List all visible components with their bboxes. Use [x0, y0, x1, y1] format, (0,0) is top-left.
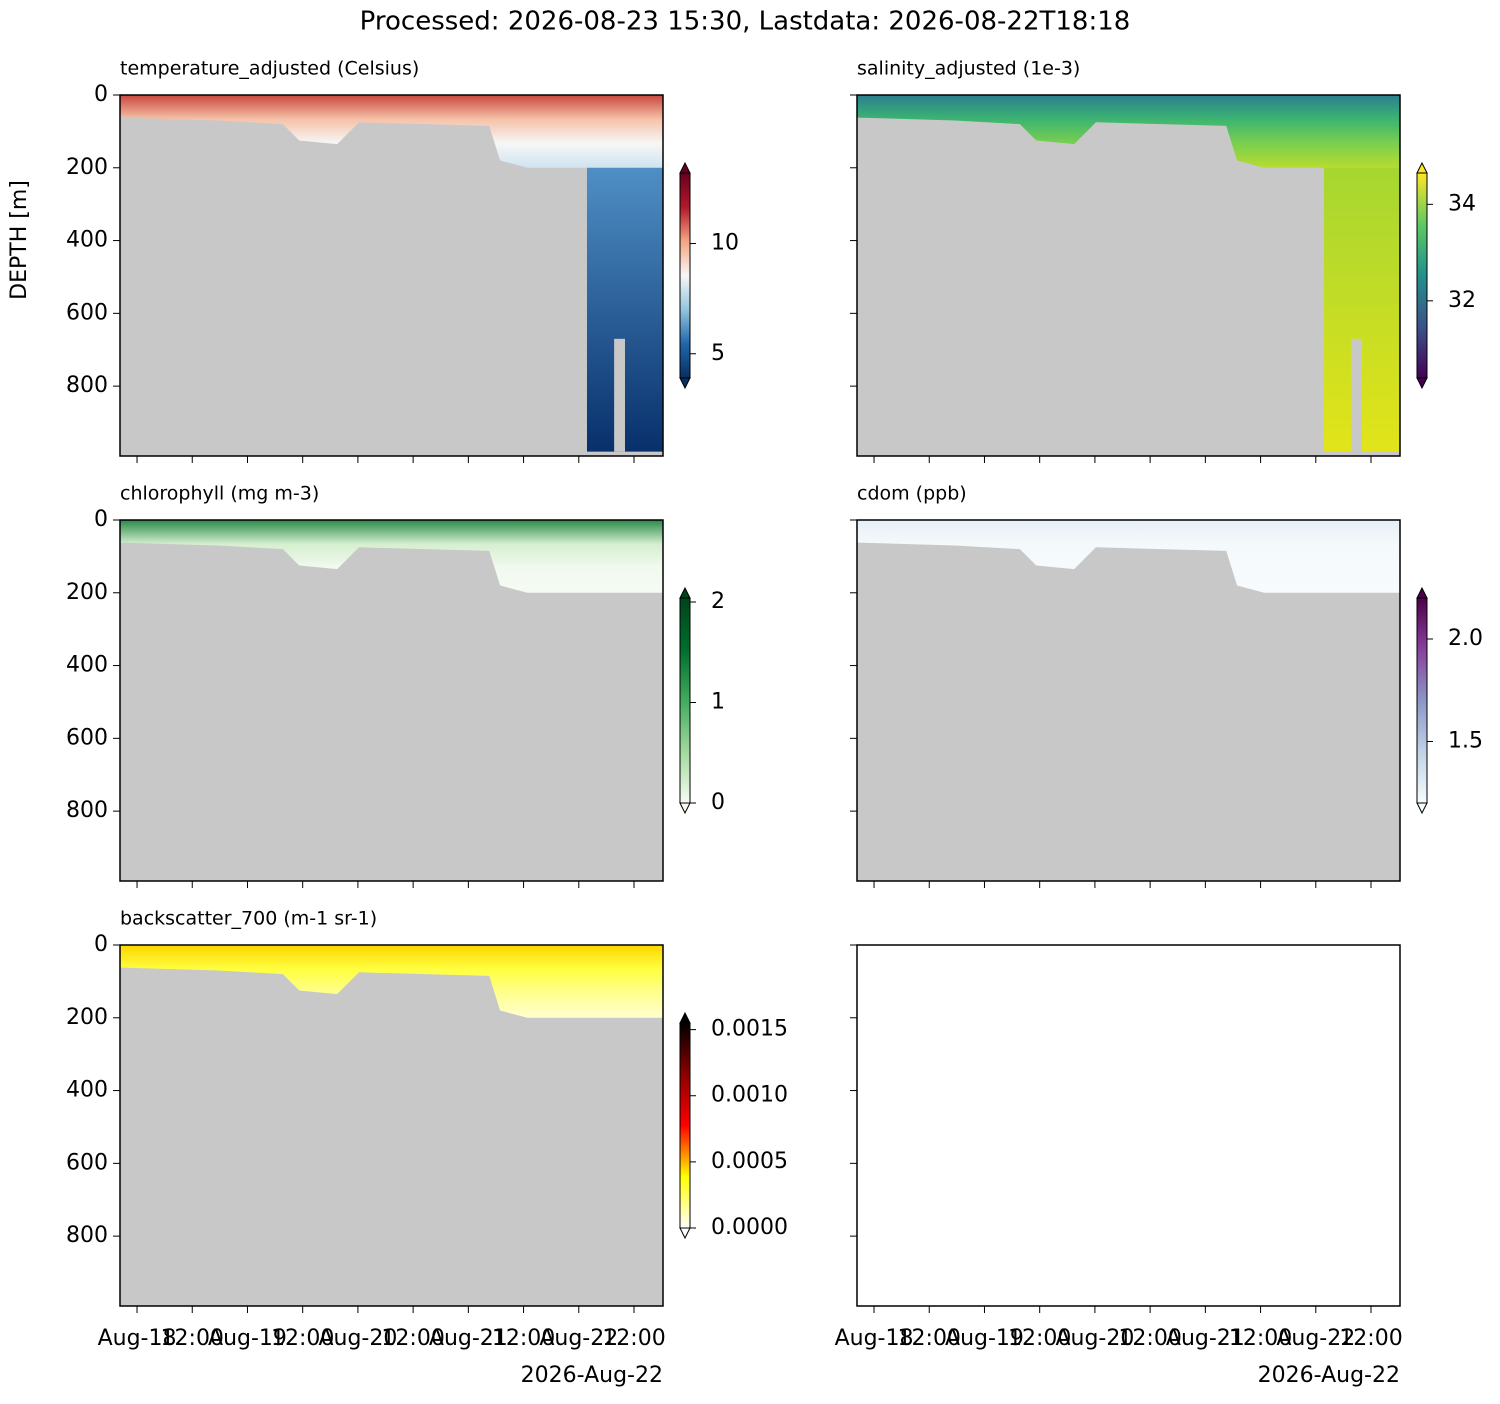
y-tick-label: 200 [66, 155, 108, 180]
x-tick-label: Aug-18 [98, 1326, 177, 1351]
y-tick-label: 200 [66, 1005, 108, 1030]
x-offset-label: 2026-Aug-22 [1258, 1363, 1400, 1388]
colorbar-frame [1416, 172, 1428, 379]
colorbar-frame [679, 172, 691, 379]
x-tick-label: Aug-19 [945, 1326, 1024, 1351]
colorbar-tick-label: 2.0 [1448, 626, 1483, 651]
x-tick-label: 12:00 [381, 1326, 444, 1351]
data-field [857, 520, 1400, 593]
colorbar-tick-label: 1 [711, 690, 725, 715]
y-tick-label: 400 [66, 228, 108, 253]
x-tick-label: Aug-22 [1276, 1326, 1355, 1351]
colorbar-tick-label: 0.0010 [711, 1083, 788, 1108]
colorbar-frame [1416, 597, 1428, 804]
x-tick-label: 12:00 [1008, 1326, 1071, 1351]
colorbar [680, 598, 690, 803]
x-tick-label: Aug-18 [835, 1326, 914, 1351]
land-mask [1351, 338, 1362, 452]
colorbar-extend [1416, 586, 1428, 599]
axes-frame [856, 519, 1401, 882]
colorbar-extend [1416, 161, 1428, 174]
y-tick-label: 0 [94, 932, 108, 957]
y-tick-label: 0 [94, 507, 108, 532]
colorbar-extend [679, 802, 691, 815]
panel-title: backscatter_700 (m-1 sr-1) [120, 908, 377, 930]
colorbar-tick-label: 0.0005 [711, 1149, 788, 1174]
y-axis-label: DEPTH [m] [7, 180, 32, 300]
x-tick-label: 12:00 [602, 1326, 665, 1351]
colorbar-tick-label: 34 [1448, 191, 1476, 216]
y-tick-label: 800 [66, 373, 108, 398]
colorbar-tick-label: 32 [1448, 288, 1476, 313]
colorbar-extend [1416, 802, 1428, 815]
x-tick-label: 12:00 [1339, 1326, 1402, 1351]
colorbar-tick-label: 0.0000 [711, 1215, 788, 1240]
colorbar-tick-label: 0.0015 [711, 1017, 788, 1042]
y-tick-label: 800 [66, 1223, 108, 1248]
colorbar-extend [1416, 377, 1428, 390]
axes-frame [119, 94, 664, 457]
colorbar-tick-label: 5 [711, 341, 725, 366]
colorbar [680, 173, 690, 378]
data-field [120, 95, 663, 168]
y-tick-label: 600 [66, 300, 108, 325]
y-tick-label: 800 [66, 798, 108, 823]
land-mask [614, 338, 625, 452]
x-tick-label: 12:00 [1118, 1326, 1181, 1351]
y-tick-label: 600 [66, 725, 108, 750]
axes-frame [119, 944, 664, 1307]
colorbar-frame [679, 597, 691, 804]
colorbar-extend [679, 377, 691, 390]
colorbar [1417, 173, 1427, 378]
panel-title: salinity_adjusted (1e-3) [857, 58, 1080, 80]
x-offset-label: 2026-Aug-22 [521, 1363, 663, 1388]
axes-frame [856, 94, 1401, 457]
x-tick-label: Aug-22 [539, 1326, 618, 1351]
y-tick-label: 200 [66, 580, 108, 605]
data-field [120, 520, 663, 593]
colorbar-extend [679, 586, 691, 599]
data-field [857, 95, 1400, 168]
colorbar-tick-label: 10 [711, 231, 739, 256]
colorbar-extend [679, 161, 691, 174]
x-tick-label: Aug-20 [1055, 1326, 1134, 1351]
colorbar [1417, 598, 1427, 803]
y-tick-label: 600 [66, 1150, 108, 1175]
data-field [120, 945, 663, 1018]
colorbar-extend [679, 1227, 691, 1240]
y-tick-label: 0 [94, 82, 108, 107]
colorbar [680, 1023, 690, 1228]
colorbar-tick-label: 1.5 [1448, 729, 1483, 754]
panel-title: temperature_adjusted (Celsius) [120, 58, 419, 80]
x-tick-label: Aug-21 [429, 1326, 508, 1351]
x-tick-label: 12:00 [161, 1326, 224, 1351]
axes-frame [856, 944, 1401, 1307]
x-tick-label: 12:00 [898, 1326, 961, 1351]
y-tick-label: 400 [66, 1078, 108, 1103]
colorbar-extend [679, 1011, 691, 1024]
x-tick-label: Aug-19 [208, 1326, 287, 1351]
x-tick-label: 12:00 [492, 1326, 555, 1351]
colorbar-tick-label: 0 [711, 790, 725, 815]
x-tick-label: Aug-20 [318, 1326, 397, 1351]
x-tick-label: 12:00 [1229, 1326, 1292, 1351]
panel-title: chlorophyll (mg m-3) [120, 483, 319, 505]
y-tick-label: 400 [66, 653, 108, 678]
x-tick-label: Aug-21 [1166, 1326, 1245, 1351]
panel-title: cdom (ppb) [857, 483, 967, 505]
colorbar-tick-label: 2 [711, 589, 725, 614]
axes-frame [119, 519, 664, 882]
colorbar-frame [679, 1022, 691, 1229]
figure-title: Processed: 2026-08-23 15:30, Lastdata: 2… [360, 7, 1131, 37]
x-tick-label: 12:00 [271, 1326, 334, 1351]
